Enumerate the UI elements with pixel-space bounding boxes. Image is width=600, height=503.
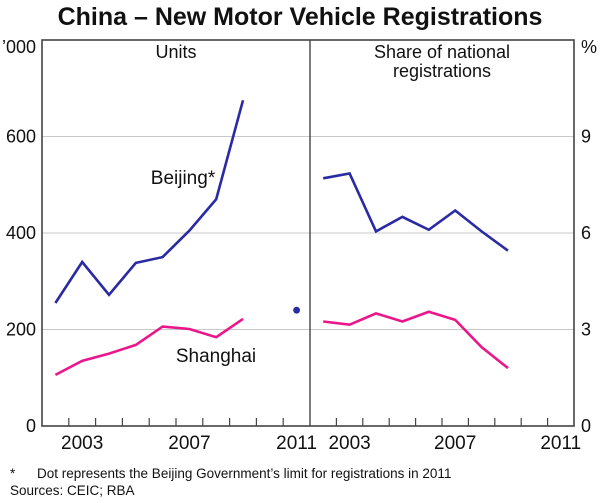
y-tick-label: 200 (6, 320, 36, 340)
x-tick-label: 2007 (434, 433, 476, 454)
y-tick-label: 0 (581, 416, 591, 436)
right-panel-title-line2: registrations (393, 61, 491, 81)
shanghai-line-right (323, 310, 509, 370)
shanghai-series-label: Shanghai (176, 346, 256, 367)
x-tick-label: 2011 (276, 433, 317, 454)
x-tick-label: 2003 (328, 433, 370, 454)
right-axis-unit-label: % (581, 37, 597, 57)
sources-line: Sources: CEIC; RBA (10, 483, 135, 498)
right-panel-title-line1: Share of national (374, 42, 510, 62)
y-tick-label: 600 (6, 127, 36, 147)
y-tick-label: 9 (581, 127, 591, 147)
y-tick-label: 3 (581, 320, 591, 340)
plot-frame (41, 39, 575, 427)
footnote-text: Dot represents the Beijing Government’s … (37, 466, 452, 481)
x-tick-label: 2007 (168, 433, 210, 454)
beijing-limit-dot (293, 306, 300, 314)
beijing-line-left (54, 99, 245, 304)
shanghai-line-left (54, 317, 244, 377)
footnote: * Dot represents the Beijing Government’s… (10, 466, 594, 481)
y-tick-label: 6 (581, 223, 591, 243)
x-tick-label: 2011 (540, 433, 581, 454)
y-tick-label: 400 (6, 223, 36, 243)
chart-title: China – New Motor Vehicle Registrations (57, 3, 543, 31)
beijing-line-right (322, 172, 509, 252)
left-panel-title: Units (155, 42, 196, 62)
beijing-series-label: Beijing* (151, 168, 216, 189)
left-axis-unit-label: ’000 (2, 37, 36, 57)
y-tick-label: 0 (26, 416, 36, 436)
x-tick-label: 2003 (61, 433, 103, 454)
footnote-marker: * (10, 466, 16, 481)
